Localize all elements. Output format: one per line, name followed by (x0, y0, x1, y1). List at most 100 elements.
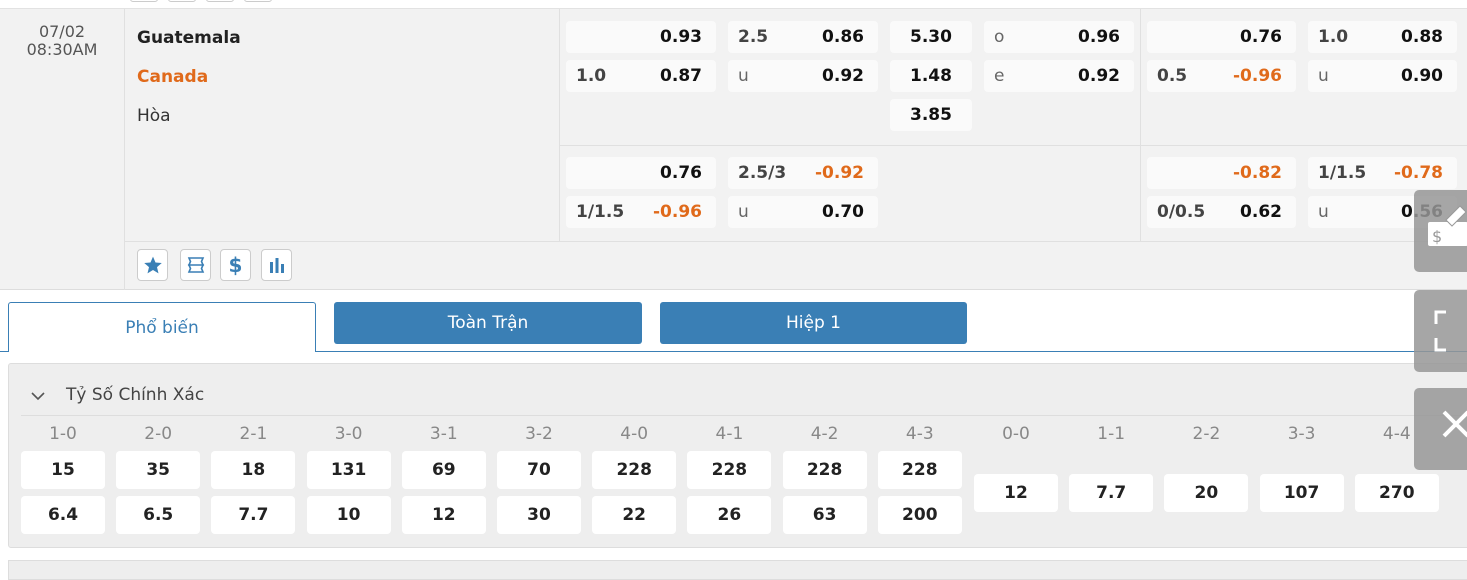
top-strip (0, 0, 1467, 9)
home-team[interactable]: Guatemala (137, 28, 241, 48)
divider (559, 9, 560, 242)
close-button[interactable] (1414, 388, 1467, 470)
score-odds-home[interactable]: 228 (782, 451, 867, 489)
odds-cell[interactable]: u 0.92 (728, 60, 878, 92)
odds-cell[interactable]: 0.76 (566, 157, 716, 189)
score-odds-away[interactable]: 6.4 (21, 496, 105, 534)
divider (1140, 9, 1141, 242)
odds-value: -0.96 (653, 202, 702, 222)
score-odds-away[interactable]: 6.5 (116, 496, 201, 534)
odds-cell[interactable]: 1.0 0.87 (566, 60, 716, 92)
score-odds-away[interactable]: 200 (877, 496, 962, 534)
odds-cell[interactable]: 0.93 (566, 21, 716, 53)
odds-cell[interactable]: 0.76 (1147, 21, 1296, 53)
score-label: 4-4 (1382, 424, 1411, 444)
score-odds-away[interactable]: 63 (782, 496, 867, 534)
tab-full-match[interactable]: Toàn Trận (334, 302, 642, 344)
match-date: 07/02 (38, 22, 86, 41)
odds-value: 0.92 (1078, 66, 1120, 86)
odds-cell[interactable]: 5.30 (890, 21, 972, 53)
score-odds-draw[interactable]: 107 (1259, 474, 1344, 512)
prev-row-icon (168, 0, 196, 2)
odds-cell[interactable]: 1/1.5 -0.78 (1308, 157, 1457, 189)
score-odds-home[interactable]: 15 (21, 451, 105, 489)
score-odds-home[interactable]: 18 (211, 451, 296, 489)
odds-line: 1/1.5 (1318, 163, 1367, 183)
score-odds-away[interactable]: 10 (306, 496, 391, 534)
score-label: 4-0 (620, 424, 649, 444)
bet-slip-button[interactable]: $ (1414, 190, 1467, 272)
score-odds-draw[interactable]: 7.7 (1069, 474, 1154, 512)
odds-line: e (994, 66, 1005, 86)
odds-value: -0.92 (815, 163, 864, 183)
score-odds-away[interactable]: 7.7 (211, 496, 296, 534)
score-label: 3-1 (429, 424, 458, 444)
score-odds-away[interactable]: 22 (592, 496, 677, 534)
odds-line: o (994, 27, 1005, 47)
odds-cell[interactable]: 2.5/3 -0.92 (728, 157, 878, 189)
odds-value: 0.92 (822, 66, 864, 86)
star-icon (143, 256, 162, 274)
odds-cell[interactable]: 1.48 (890, 60, 972, 92)
score-odds-home[interactable]: 69 (401, 451, 486, 489)
score-odds-away[interactable]: 12 (401, 496, 486, 534)
odds-cell[interactable]: 2.5 0.86 (728, 21, 878, 53)
close-icon (1442, 410, 1467, 438)
match-row (0, 9, 1467, 290)
odds-cell[interactable]: u 0.70 (728, 196, 878, 228)
draw-label: Hòa (137, 106, 171, 126)
odds-cell[interactable]: u 0.90 (1308, 60, 1457, 92)
section-title[interactable]: Tỷ Số Chính Xác (66, 385, 205, 405)
score-odds-draw[interactable]: 20 (1164, 474, 1249, 512)
score-odds-home[interactable]: 35 (116, 451, 201, 489)
odds-cell[interactable]: -0.82 (1147, 157, 1296, 189)
score-label: 3-2 (525, 424, 553, 444)
odds-line: 2.5/3 (738, 163, 787, 183)
odds-cell[interactable]: 0/0.5 0.62 (1147, 196, 1296, 228)
score-odds-away[interactable]: 30 (497, 496, 581, 534)
score-odds-draw[interactable]: 12 (974, 474, 1058, 512)
odds-value: 0.76 (660, 163, 702, 183)
tab-first-half[interactable]: Hiệp 1 (660, 302, 967, 344)
tab-popular[interactable]: Phổ biến (8, 302, 316, 352)
score-odds-home[interactable]: 228 (877, 451, 962, 489)
score-odds-home[interactable]: 131 (306, 451, 391, 489)
divider (125, 241, 1467, 242)
chevron-down-icon[interactable] (30, 390, 46, 402)
odds-cell[interactable]: 1.0 0.88 (1308, 21, 1457, 53)
score-label: 0-0 (1002, 424, 1030, 444)
odds-cell[interactable]: e 0.92 (984, 60, 1134, 92)
odds-cell[interactable]: 3.85 (890, 99, 972, 131)
ticket-icon (187, 257, 204, 273)
away-team[interactable]: Canada (137, 67, 209, 87)
odds-cell[interactable]: o 0.96 (984, 21, 1134, 53)
favorite-button[interactable] (137, 249, 168, 281)
divider (21, 415, 1467, 416)
score-label: 4-3 (905, 424, 934, 444)
odds-cell[interactable]: 1/1.5 -0.96 (566, 196, 716, 228)
bet-ticket-button[interactable] (180, 249, 211, 281)
tab-label: Phổ biến (125, 317, 199, 338)
odds-cell[interactable]: 0.5 -0.96 (1147, 60, 1296, 92)
score-label: 2-1 (239, 424, 268, 444)
odds-button[interactable]: $ (220, 249, 251, 281)
score-odds-draw[interactable]: 270 (1354, 474, 1439, 512)
odds-value: -0.78 (1394, 163, 1443, 183)
odds-line: 1/1.5 (576, 202, 625, 222)
prev-row-icon (206, 0, 234, 2)
score-odds-away[interactable]: 26 (687, 496, 772, 534)
odds-value: 0.88 (1401, 27, 1443, 47)
odds-value: 0.90 (1401, 66, 1443, 86)
stats-button[interactable] (261, 249, 292, 281)
odds-value: 0.62 (1240, 202, 1282, 222)
score-odds-home[interactable]: 228 (687, 451, 772, 489)
odds-line: u (1318, 202, 1329, 222)
score-label: 2-0 (144, 424, 173, 444)
score-odds-home[interactable]: 228 (592, 451, 677, 489)
odds-value: -0.96 (1233, 66, 1282, 86)
score-odds-home[interactable]: 70 (497, 451, 581, 489)
expand-button[interactable] (1414, 290, 1467, 372)
tab-underline (0, 351, 1467, 352)
divider (559, 145, 1467, 146)
odds-value: 1.48 (910, 66, 952, 86)
